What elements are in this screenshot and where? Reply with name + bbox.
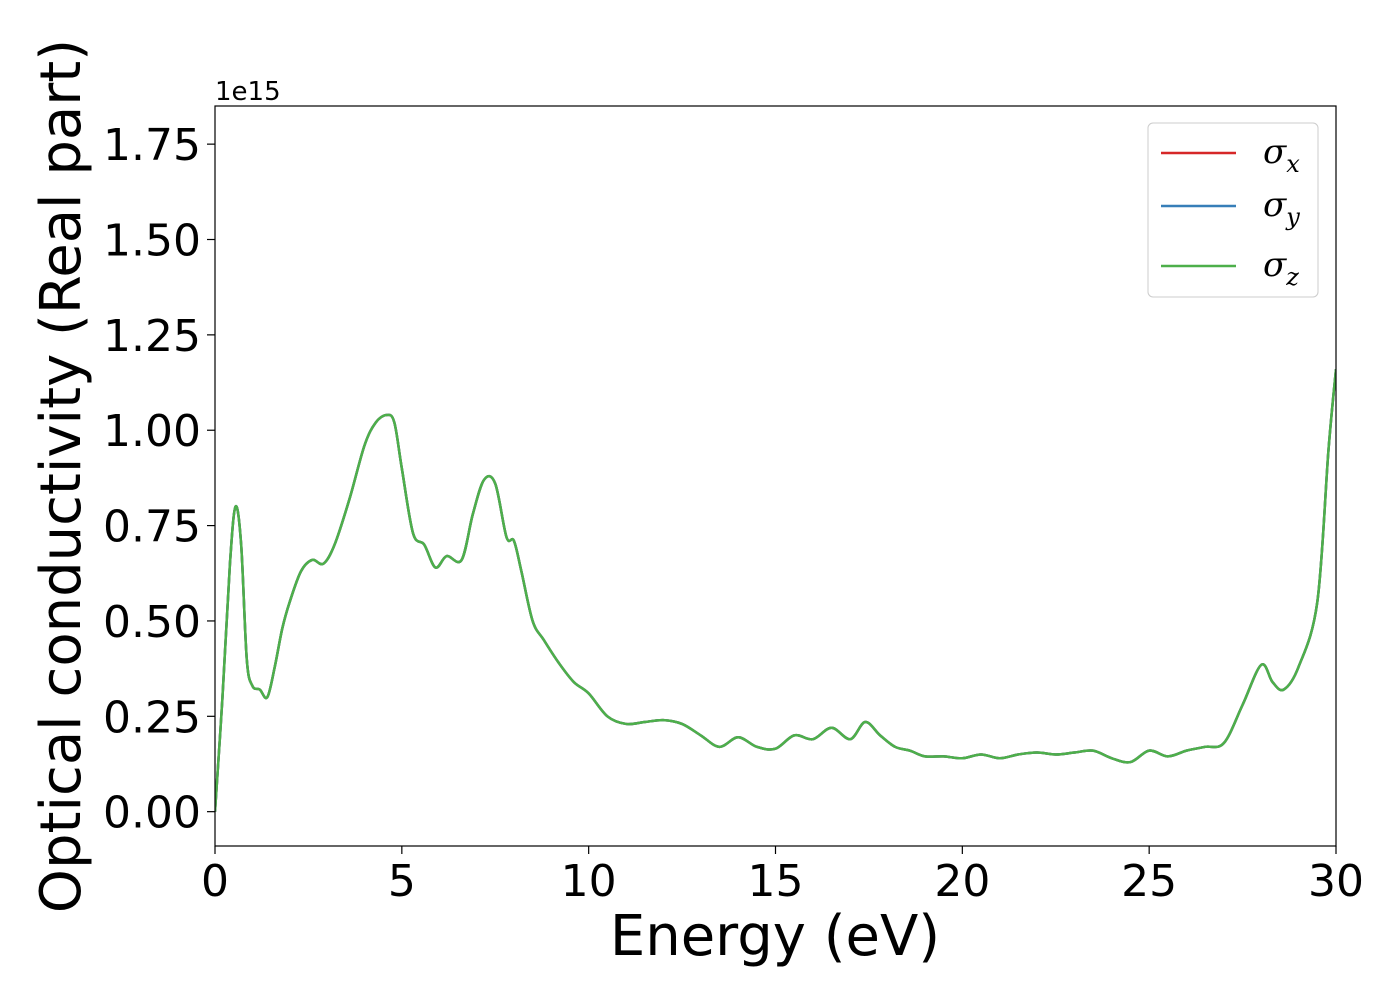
x-axis: 0 5 10 15 20 25 30 bbox=[201, 846, 1364, 907]
legend-box bbox=[1147, 122, 1319, 298]
y-tick-label: 1.00 bbox=[103, 406, 201, 457]
x-axis-title: Energy (eV) bbox=[610, 904, 940, 969]
y-tick-label: 1.50 bbox=[103, 216, 201, 267]
y-tick-label: 0.50 bbox=[103, 597, 201, 648]
series-layer bbox=[215, 369, 1336, 812]
y-tick-label: 0.75 bbox=[103, 502, 201, 553]
y-tick-label: 1.75 bbox=[103, 120, 201, 171]
x-tick-label: 25 bbox=[1121, 856, 1177, 907]
x-tick-label: 0 bbox=[201, 856, 229, 907]
x-tick-label: 5 bbox=[388, 856, 416, 907]
legend: σx σy σz bbox=[1147, 122, 1319, 298]
legend-label-x: σx bbox=[1263, 132, 1300, 178]
x-tick-label: 10 bbox=[561, 856, 617, 907]
legend-label-y: σy bbox=[1263, 185, 1300, 231]
y-tick-label: 0.00 bbox=[103, 788, 201, 839]
y-axis: 0.00 0.25 0.50 0.75 1.00 1.25 1.50 1.75 bbox=[103, 120, 215, 839]
x-tick-label: 15 bbox=[748, 856, 804, 907]
y-tick-label: 1.25 bbox=[103, 311, 201, 362]
y-offset-label: 1e15 bbox=[215, 77, 281, 107]
y-tick-label: 0.25 bbox=[103, 692, 201, 743]
x-tick-label: 20 bbox=[934, 856, 990, 907]
series-line-z bbox=[215, 369, 1336, 812]
x-tick-label: 30 bbox=[1308, 856, 1364, 907]
y-axis-title: Optical conductivity (Real part) bbox=[29, 39, 94, 913]
legend-label-z: σz bbox=[1263, 245, 1299, 291]
